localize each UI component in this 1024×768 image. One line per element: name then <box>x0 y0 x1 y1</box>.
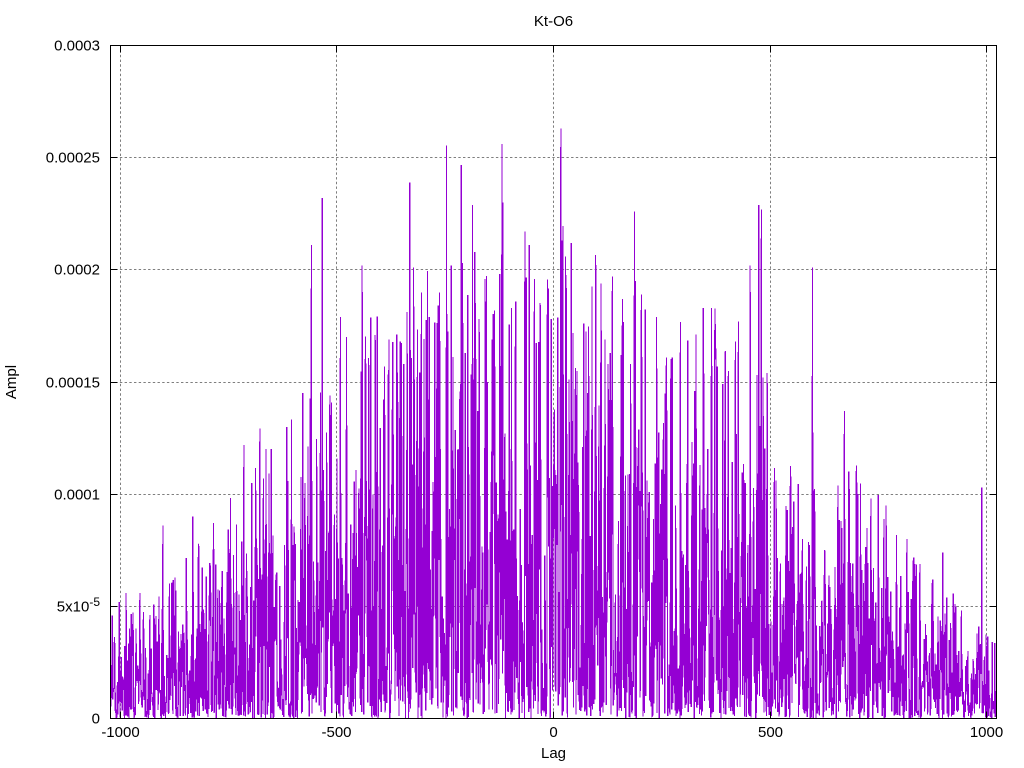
svg-text:Kt-O6: Kt-O6 <box>534 13 573 30</box>
svg-text:0.0001: 0.0001 <box>54 487 100 504</box>
svg-text:0.0003: 0.0003 <box>54 38 100 55</box>
svg-text:-1000: -1000 <box>101 724 139 741</box>
svg-text:0.0002: 0.0002 <box>54 262 100 279</box>
svg-text:0.00025: 0.00025 <box>46 150 100 167</box>
svg-text:-500: -500 <box>321 724 351 741</box>
svg-text:0.00015: 0.00015 <box>46 375 100 392</box>
svg-text:0: 0 <box>549 724 557 741</box>
svg-text:Lag: Lag <box>541 745 566 762</box>
svg-text:1000: 1000 <box>970 724 1003 741</box>
svg-text:Ampl: Ampl <box>3 365 20 399</box>
svg-text:5x10-5: 5x10-5 <box>57 595 101 616</box>
svg-text:500: 500 <box>758 724 783 741</box>
svg-text:0: 0 <box>92 711 100 728</box>
